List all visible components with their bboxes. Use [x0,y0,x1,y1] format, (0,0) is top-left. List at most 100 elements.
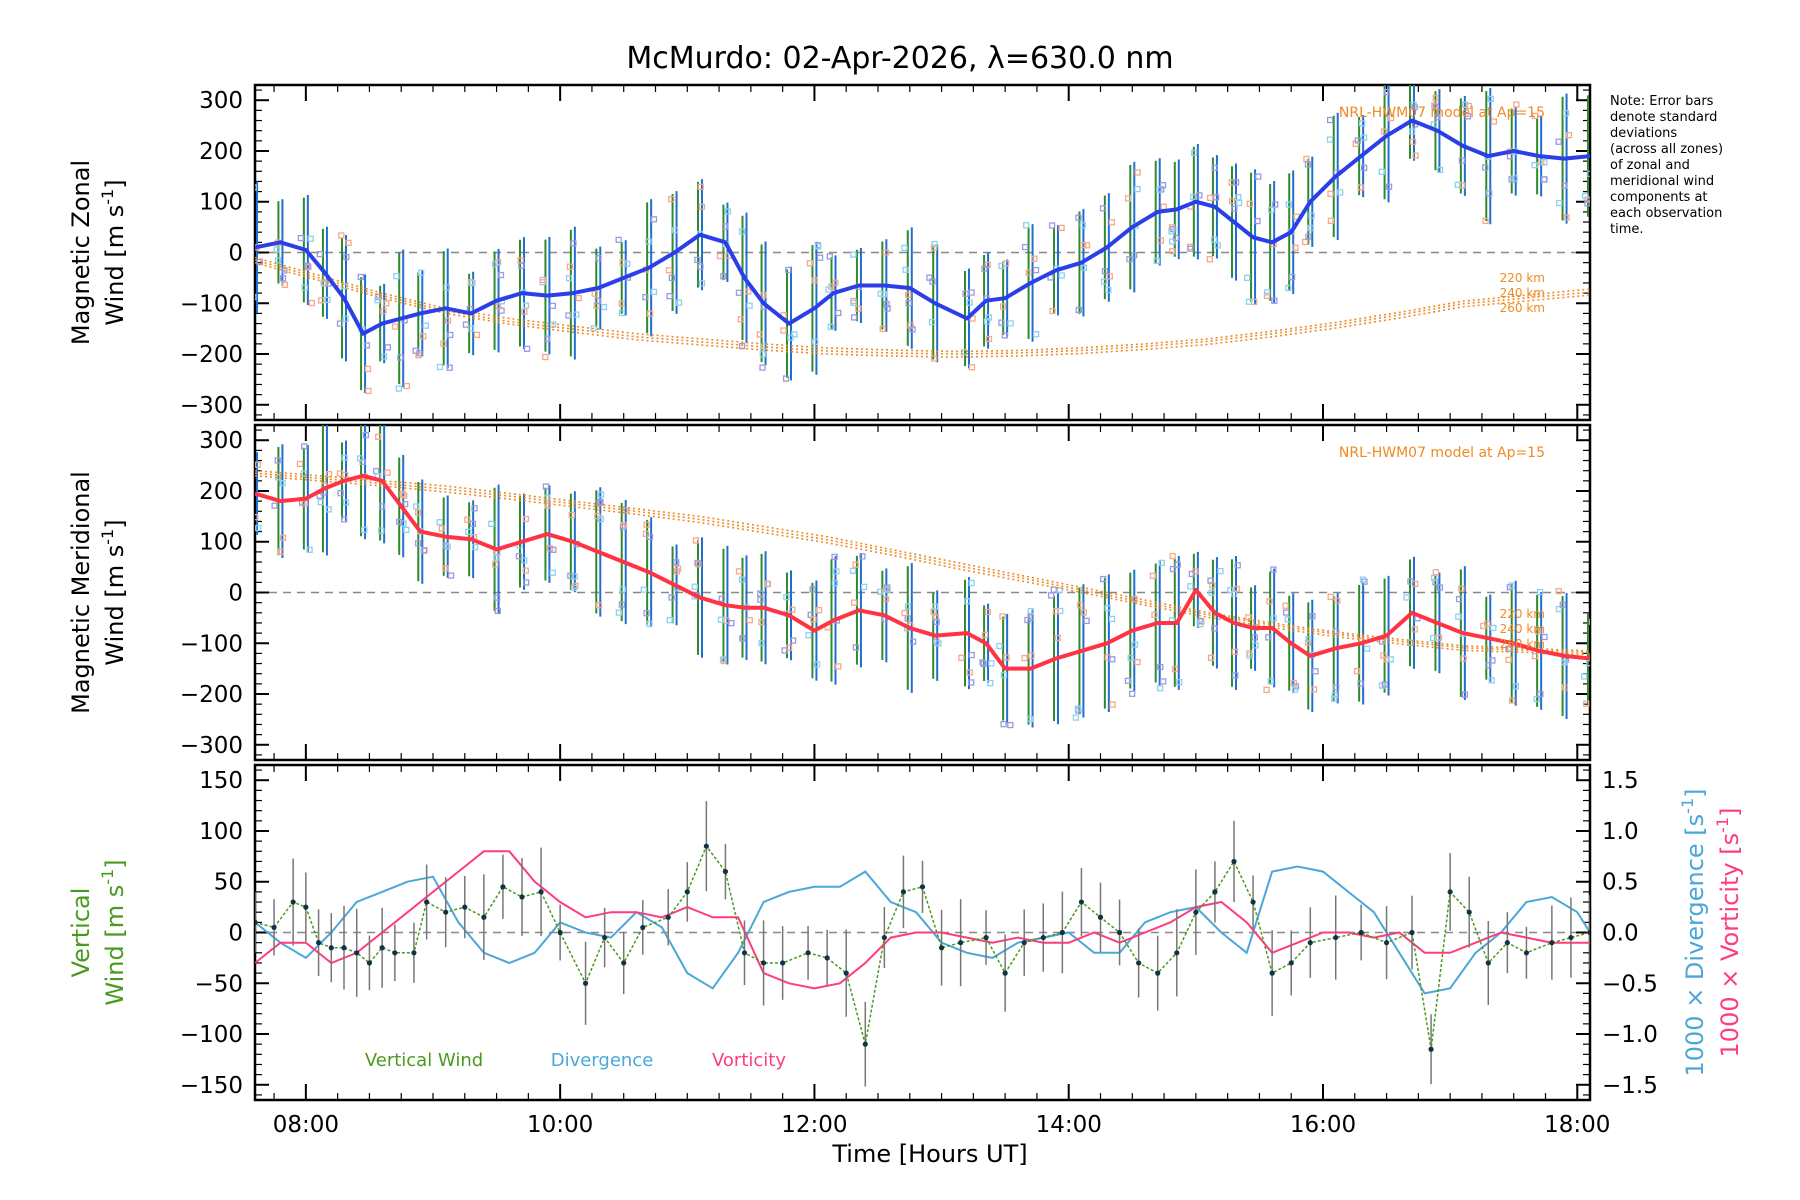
zone-sample [301,284,308,291]
zone-sample [1361,164,1368,171]
zone-sample [1482,217,1489,225]
zone-sample [1075,306,1082,314]
y2-tick-label: −0.5 [1602,971,1658,997]
zone-sample [1382,67,1387,72]
zone-sample [255,524,262,532]
zone-sample [568,511,575,519]
vertical-wind-point [1549,940,1555,946]
zone-sample [1266,598,1273,605]
zone-sample [1301,238,1309,246]
zone-sample [364,365,372,373]
y-tick-label: 0 [228,921,243,947]
zone-sample [1307,224,1314,232]
zone-sample [1309,613,1316,620]
zone-sample [619,586,626,593]
zone-sample [622,507,629,514]
zone-sample [1127,654,1134,662]
vertical-wind-point [315,940,322,946]
model-height-label: 220 km [1500,607,1545,621]
vertical-wind-point [1059,929,1065,936]
zone-sample [718,595,725,602]
zone-sample [901,244,908,252]
zone-sample [884,586,891,593]
zone-sample [573,311,580,318]
zone-sample [1387,656,1394,663]
zone-sample [1001,332,1008,339]
zone-sample [1482,164,1489,171]
y-axis-label: Magnetic Zonal Wind [m s-1] [67,160,129,345]
model-height-label: 260 km [1500,637,1545,651]
zone-sample [1124,677,1132,684]
zone-sample [1265,634,1272,641]
zone-sample [1484,620,1491,627]
zone-sample [1211,625,1218,632]
zone-sample [571,573,578,580]
zone-sample [383,300,390,307]
zone-sample [1464,113,1472,120]
zone-sample [1359,576,1367,583]
zone-sample [273,246,280,253]
zone-sample [1254,217,1261,225]
y-tick-label: 150 [199,768,243,794]
vertical-wind-point [1333,934,1339,941]
zone-sample [1079,241,1087,249]
zone-sample [1436,584,1444,591]
x-tick-label: 12:00 [781,1112,847,1138]
zone-sample [570,584,578,591]
zone-sample [1255,173,1262,180]
zone-sample [1411,626,1418,633]
zone-sample [758,640,765,647]
zone-sample [849,567,857,575]
model-height-label: 240 km [1500,286,1545,300]
zone-sample [279,480,286,487]
zone-sample [930,244,938,251]
zone-sample [1407,578,1414,585]
zone-sample [962,290,969,297]
zone-sample [1555,588,1562,595]
model-curve-220km [255,256,1590,353]
zone-sample [542,483,550,490]
zone-sample [1292,244,1299,251]
zone-sample [968,679,975,686]
zone-sample [879,325,886,333]
vertical-wind-point [290,899,296,905]
zone-sample [365,387,372,395]
y2-axis-label-divergence: 1000 × Divergence [s-1] [1678,788,1709,1076]
vertical-wind-point [443,909,449,915]
zone-sample [811,277,818,284]
y-tick-label: 100 [199,530,243,556]
zone-sample [1190,149,1198,157]
zone-sample [523,579,530,586]
zone-sample [880,291,888,298]
zone-sample [668,196,675,203]
zone-sample [549,569,556,576]
zone-sample [1003,654,1010,661]
zone-sample [597,516,604,523]
vertical-wind-point [1568,934,1574,941]
zone-sample [1267,678,1274,685]
panel-content [255,425,1590,729]
zone-sample [859,553,866,560]
zone-sample [337,490,344,497]
panel-content [255,801,1590,1087]
zone-sample [1231,205,1238,212]
zone-sample [1533,695,1540,703]
zone-sample [1432,94,1439,102]
zone-sample [1229,197,1236,205]
zone-sample [738,576,746,583]
zone-sample [642,294,649,301]
zone-sample [1385,183,1393,190]
zone-sample [522,515,530,523]
zone-sample [442,565,449,572]
zone-sample [497,271,505,279]
zone-sample [785,266,792,274]
zone-sample [1168,228,1175,235]
zone-sample [415,540,422,547]
zone-sample [643,610,650,617]
y-tick-label: −100 [180,631,243,657]
zone-sample [1026,715,1034,723]
zone-sample [760,291,767,299]
zone-sample [1586,170,1590,177]
zone-sample [826,253,833,260]
zone-sample [415,509,422,516]
